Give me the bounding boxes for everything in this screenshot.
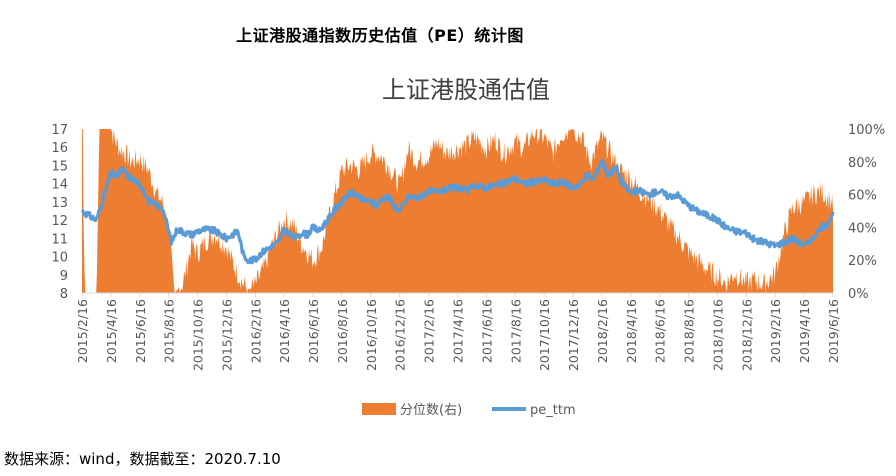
x-tick-label: 2016/2/16 (248, 299, 263, 363)
x-tick-label: 2017/12/16 (566, 299, 581, 371)
right-tick-label: 60% (848, 189, 877, 204)
x-tick-label: 2015/12/16 (219, 299, 234, 371)
right-tick-label: 80% (848, 156, 877, 171)
x-tick-label: 2019/2/16 (768, 299, 783, 363)
x-tick-label: 2016/6/16 (306, 299, 321, 363)
x-tick-label: 2018/4/16 (624, 299, 639, 363)
x-tick-label: 2019/4/16 (797, 299, 812, 363)
x-tick-label: 2017/10/16 (537, 299, 552, 371)
x-tick-label: 2018/2/16 (595, 299, 610, 363)
x-tick-label: 2016/12/16 (393, 299, 408, 371)
legend-label-pe: pe_ttm (530, 403, 576, 418)
x-tick-label: 2019/6/16 (826, 299, 841, 363)
left-tick-label: 11 (51, 232, 68, 247)
x-tick-label: 2018/6/16 (653, 299, 668, 363)
axes: 8 9 10 11 12 13 14 15 16 17 0% 20% 40% 60% 80% 100% 2015… (51, 123, 885, 371)
left-tick-label: 16 (51, 141, 68, 156)
quantile-area (82, 129, 833, 293)
left-tick-label: 12 (51, 214, 68, 229)
quantile-area-layer (82, 129, 833, 293)
x-tick-label: 2015/8/16 (162, 299, 177, 363)
pe-line-layer (81, 158, 835, 265)
left-tick-label: 17 (51, 123, 68, 138)
left-tick-label: 13 (51, 196, 68, 211)
page-title: 上证港股通指数历史估值（PE）统计图 (236, 26, 524, 45)
left-tick-label: 10 (51, 251, 68, 266)
chart-title: 上证港股通估值 (382, 76, 550, 104)
right-tick-label: 20% (848, 254, 877, 269)
left-tick-label: 14 (51, 178, 68, 193)
source-note: 数据来源：wind，数据截至：2020.7.10 (4, 450, 281, 468)
right-tick-label: 0% (848, 287, 869, 302)
legend[interactable]: 分位数(右) pe_ttm (362, 403, 576, 418)
x-tick-label: 2017/2/16 (422, 299, 437, 363)
x-tick-label: 2017/8/16 (508, 299, 523, 363)
x-tick-label: 2018/10/16 (710, 299, 725, 371)
left-tick-label: 9 (60, 269, 68, 284)
x-tick-label: 2015/4/16 (104, 299, 119, 363)
x-tick-label: 2016/4/16 (277, 299, 292, 363)
x-tick-label: 2018/8/16 (682, 299, 697, 363)
left-tick-label: 15 (51, 159, 68, 174)
x-tick-label: 2017/4/16 (451, 299, 466, 363)
right-tick-label: 40% (848, 221, 877, 236)
left-tick-label: 8 (60, 287, 68, 302)
legend-swatch-quantile (362, 403, 396, 415)
x-tick-label: 2016/10/16 (364, 299, 379, 371)
x-tick-label: 2016/8/16 (335, 299, 350, 363)
x-tick-label: 2017/6/16 (479, 299, 494, 363)
x-tick-label: 2015/2/16 (75, 299, 90, 363)
legend-label-quantile: 分位数(右) (400, 403, 462, 418)
x-tick-label: 2015/10/16 (191, 299, 206, 371)
x-tick-label: 2018/12/16 (739, 299, 754, 371)
right-tick-label: 100% (848, 123, 885, 138)
x-tick-label: 2015/6/16 (133, 299, 148, 363)
pe-ttm-line (81, 158, 835, 265)
